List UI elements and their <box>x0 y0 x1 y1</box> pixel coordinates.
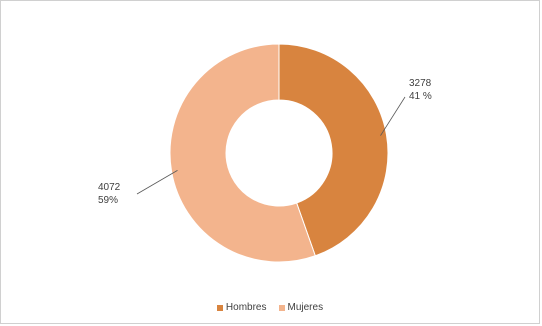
legend-label-hombres: Hombres <box>225 302 267 313</box>
data-label-hombres: 3278 41 % <box>409 77 432 103</box>
data-label-mujeres-percent: 59% <box>98 195 119 206</box>
data-label-hombres-value: 3278 <box>409 78 432 89</box>
data-label-mujeres: 4072 59% <box>98 181 120 207</box>
donut-slice-hombres <box>278 43 389 257</box>
data-label-hombres-percent: 41 % <box>409 91 432 102</box>
legend-item-mujeres: Mujeres <box>278 302 324 313</box>
data-label-mujeres-value: 4072 <box>98 182 121 193</box>
leader-line-mujeres <box>136 170 178 195</box>
donut-slice-mujeres <box>169 43 316 263</box>
legend-swatch-hombres <box>216 304 223 311</box>
legend-item-hombres: Hombres <box>216 302 267 313</box>
legend-swatch-mujeres <box>278 304 285 311</box>
leader-line-hombres <box>380 96 406 136</box>
legend: Hombres Mujeres <box>1 302 539 313</box>
legend-label-mujeres: Mujeres <box>287 302 324 313</box>
